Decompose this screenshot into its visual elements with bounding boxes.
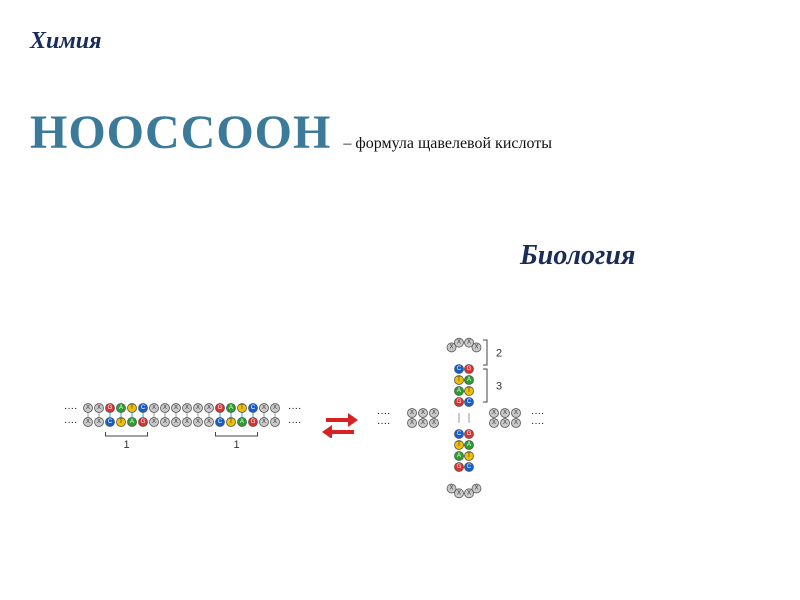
svg-text:X: X — [152, 405, 156, 411]
svg-text:X: X — [503, 420, 507, 426]
svg-text:····: ···· — [531, 418, 544, 429]
svg-text:T: T — [130, 405, 134, 411]
svg-text:G: G — [108, 405, 113, 411]
svg-text:X: X — [410, 420, 414, 426]
svg-text:G: G — [141, 419, 146, 425]
svg-text:X: X — [457, 490, 461, 496]
svg-text:G: G — [251, 419, 256, 425]
svg-text:X: X — [474, 344, 478, 350]
svg-text:····: ···· — [64, 417, 77, 428]
svg-text:A: A — [229, 405, 233, 411]
svg-text:X: X — [457, 340, 461, 346]
svg-text:X: X — [174, 419, 178, 425]
svg-text:A: A — [467, 377, 471, 383]
svg-text:C: C — [141, 405, 146, 411]
svg-text:X: X — [196, 405, 200, 411]
svg-text:X: X — [273, 419, 277, 425]
svg-text:X: X — [86, 405, 90, 411]
svg-text:X: X — [450, 344, 454, 350]
svg-text:X: X — [174, 405, 178, 411]
svg-text:C: C — [467, 464, 472, 470]
svg-text:2: 2 — [496, 348, 502, 360]
svg-text:X: X — [163, 419, 167, 425]
svg-text:A: A — [457, 453, 461, 459]
svg-text:T: T — [240, 405, 244, 411]
svg-text:X: X — [97, 419, 101, 425]
svg-text:X: X — [450, 486, 454, 492]
svg-text:X: X — [432, 420, 436, 426]
svg-text:A: A — [467, 442, 471, 448]
svg-text:A: A — [130, 419, 134, 425]
svg-text:C: C — [467, 399, 472, 405]
svg-text:X: X — [163, 405, 167, 411]
svg-text:A: A — [119, 405, 123, 411]
svg-text:T: T — [457, 377, 461, 383]
cruciform-dna-svg: XXXXXX········XXXXXX········GCATTACGXXXX… — [360, 322, 590, 512]
svg-text:T: T — [457, 442, 461, 448]
svg-text:X: X — [514, 410, 518, 416]
svg-text:G: G — [467, 431, 472, 437]
formula-row: HOOCCOOH – формула щавелевой кислоты — [30, 105, 552, 160]
svg-text:X: X — [196, 419, 200, 425]
svg-text:····: ···· — [64, 403, 77, 414]
svg-text:X: X — [152, 419, 156, 425]
svg-text:X: X — [503, 410, 507, 416]
svg-text:····: ···· — [377, 418, 390, 429]
svg-text:X: X — [421, 420, 425, 426]
biology-heading: Биология — [520, 240, 635, 272]
svg-text:X: X — [185, 419, 189, 425]
svg-text:C: C — [457, 366, 462, 372]
svg-text:X: X — [432, 410, 436, 416]
svg-text:T: T — [119, 419, 123, 425]
svg-text:X: X — [86, 419, 90, 425]
svg-text:X: X — [474, 486, 478, 492]
svg-text:1: 1 — [233, 439, 239, 451]
svg-text:X: X — [514, 420, 518, 426]
svg-text:····: ···· — [288, 417, 301, 428]
svg-text:G: G — [457, 399, 462, 405]
svg-text:X: X — [262, 405, 266, 411]
svg-text:X: X — [421, 410, 425, 416]
svg-text:C: C — [218, 419, 223, 425]
svg-text:G: G — [218, 405, 223, 411]
svg-text:X: X — [273, 405, 277, 411]
svg-text:X: X — [410, 410, 414, 416]
svg-text:X: X — [467, 490, 471, 496]
svg-text:X: X — [262, 419, 266, 425]
svg-text:A: A — [457, 388, 461, 394]
equilibrium-arrow-icon — [320, 408, 360, 438]
svg-text:1: 1 — [123, 439, 129, 451]
svg-text:X: X — [492, 410, 496, 416]
svg-text:A: A — [240, 419, 244, 425]
svg-text:····: ···· — [288, 403, 301, 414]
svg-text:G: G — [467, 366, 472, 372]
svg-text:C: C — [108, 419, 113, 425]
svg-text:T: T — [467, 388, 471, 394]
svg-text:X: X — [185, 405, 189, 411]
svg-text:T: T — [467, 453, 471, 459]
palindrome-diagram: ················XXXXGCATTACGXXXXXXXXXXXX… — [60, 330, 600, 510]
svg-text:X: X — [207, 419, 211, 425]
linear-dna-svg: ················XXXXGCATTACGXXXXXXXXXXXX… — [60, 390, 310, 460]
svg-text:C: C — [251, 405, 256, 411]
svg-text:3: 3 — [496, 381, 502, 393]
svg-text:C: C — [457, 431, 462, 437]
svg-text:X: X — [207, 405, 211, 411]
svg-text:X: X — [97, 405, 101, 411]
oxalic-acid-formula: HOOCCOOH — [30, 105, 331, 160]
svg-text:T: T — [229, 419, 233, 425]
svg-text:X: X — [467, 340, 471, 346]
svg-text:G: G — [457, 464, 462, 470]
svg-text:X: X — [492, 420, 496, 426]
formula-description: – формула щавелевой кислоты — [343, 135, 552, 153]
chemistry-heading: Химия — [30, 28, 102, 55]
